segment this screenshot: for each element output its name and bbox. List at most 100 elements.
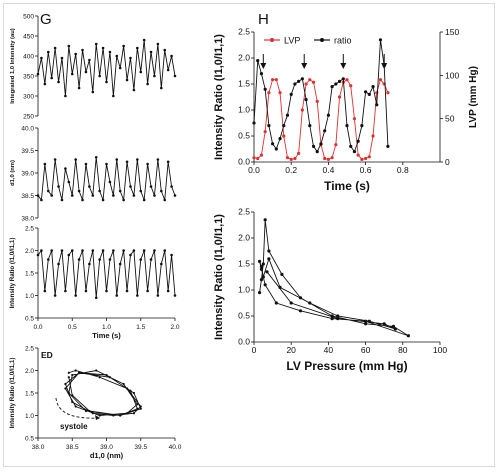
- data-point: [323, 129, 327, 133]
- data-point: [115, 54, 119, 58]
- y-tick-label: 1.0: [25, 293, 34, 300]
- series-line: [37, 39, 176, 97]
- data-point: [282, 134, 286, 138]
- y-tick-label: 2.0: [25, 368, 34, 375]
- data-point: [285, 113, 290, 117]
- data-point: [146, 82, 149, 86]
- data-point: [173, 294, 177, 297]
- data-point: [81, 48, 84, 52]
- data-point: [289, 301, 293, 305]
- data-point: [118, 66, 122, 70]
- x-tick-label: 39.0: [100, 444, 113, 451]
- data-point: [282, 124, 286, 128]
- data-point: [142, 38, 146, 42]
- data-point: [391, 324, 396, 328]
- data-point: [393, 327, 397, 331]
- x-tick-label: 0: [252, 345, 257, 355]
- data-point: [300, 108, 304, 112]
- data-point: [252, 156, 256, 160]
- y-tick-label: 1.0: [238, 285, 250, 295]
- data-point: [119, 414, 122, 417]
- data-point: [129, 389, 132, 392]
- data-point: [95, 369, 98, 372]
- data-point: [57, 80, 60, 84]
- data-point: [263, 130, 267, 134]
- y-tick-label: 1.5: [238, 79, 250, 89]
- y-tick-label: 2.5: [25, 346, 34, 353]
- data-point: [386, 91, 390, 95]
- data-point: [352, 150, 357, 154]
- data-point: [74, 52, 77, 56]
- chart-g1-intensity: 250 300 350 400 450 500 Integrated 1,0 Intensi…: [10, 14, 177, 121]
- data-point: [166, 289, 170, 293]
- data-point: [50, 194, 53, 197]
- legend-label-ratio: ratio: [334, 36, 352, 46]
- data-point: [153, 194, 156, 197]
- data-point: [364, 156, 368, 161]
- data-point: [88, 262, 91, 266]
- data-point: [43, 82, 47, 86]
- data-point: [53, 294, 57, 297]
- y-tick-label: 2.0: [238, 233, 250, 243]
- data-point: [40, 56, 43, 60]
- data-point: [112, 194, 115, 197]
- x-tick-label: 0.5: [68, 324, 77, 331]
- data-point: [67, 376, 70, 379]
- data-point: [112, 94, 115, 98]
- data-point: [64, 289, 67, 293]
- data-point: [91, 412, 94, 415]
- marker-arrowhead: [301, 63, 308, 69]
- data-point: [341, 77, 345, 81]
- data-point: [371, 134, 375, 138]
- y-tick-label: 1.5: [25, 391, 34, 398]
- data-point: [256, 156, 260, 161]
- data-point: [94, 296, 98, 300]
- data-point: [311, 80, 316, 84]
- data-point: [108, 376, 112, 379]
- data-point: [64, 382, 67, 386]
- data-point: [345, 124, 349, 128]
- data-point: [64, 94, 67, 98]
- data-point: [70, 72, 74, 76]
- y-tick-label: 450: [23, 34, 34, 41]
- data-point: [293, 156, 297, 161]
- legend-marker-ratio: [320, 38, 324, 42]
- data-point: [356, 153, 360, 157]
- data-point: [293, 82, 297, 86]
- data-point: [323, 156, 327, 161]
- x-tick-label: 60: [361, 345, 371, 355]
- data-point: [285, 156, 290, 160]
- series-line: [259, 219, 409, 337]
- data-point: [94, 42, 98, 46]
- data-point: [77, 86, 81, 90]
- chart-g3-ratio: 0.5 1.0 1.5 2.0 2.5 Intensity Ratio (I1,0/I1,…: [9, 226, 180, 341]
- data-point: [334, 143, 338, 147]
- y-tick-label-right: 50: [445, 114, 455, 124]
- data-point: [77, 189, 81, 193]
- data-point: [118, 262, 122, 266]
- data-point: [91, 90, 95, 94]
- data-point: [91, 194, 95, 197]
- data-point: [364, 319, 368, 323]
- data-point: [84, 70, 88, 74]
- data-point: [142, 249, 146, 252]
- legend-marker-lvp: [270, 38, 274, 42]
- data-point: [46, 189, 50, 193]
- data-point: [36, 253, 40, 257]
- y-axis-label: Intensity Ratio (I1,0/I1,1): [213, 34, 225, 160]
- y-axis-label: d1,0 (nm): [10, 160, 16, 186]
- data-point: [352, 117, 357, 121]
- data-point: [53, 46, 57, 50]
- data-point: [259, 265, 264, 269]
- data-point: [160, 262, 163, 266]
- data-point: [84, 289, 88, 293]
- data-point: [386, 144, 390, 148]
- data-point: [67, 371, 70, 374]
- data-point: [278, 137, 282, 141]
- data-point: [311, 144, 316, 148]
- data-point: [132, 412, 135, 415]
- data-point: [67, 391, 70, 395]
- y-axis-label: Intensity Ratio (I1,0/I1,1): [9, 358, 16, 429]
- data-point: [129, 185, 132, 188]
- data-point: [129, 56, 132, 60]
